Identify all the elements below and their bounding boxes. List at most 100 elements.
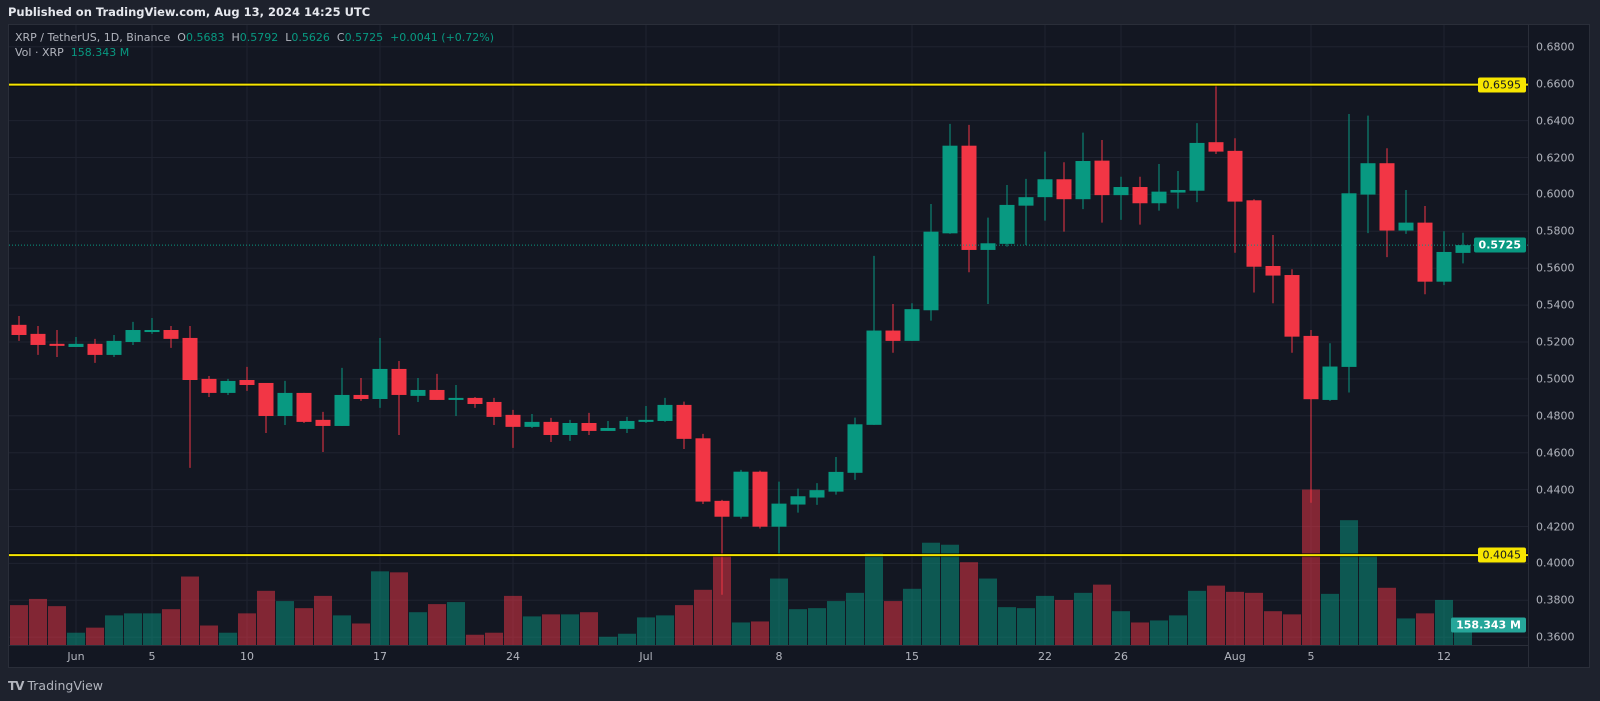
candle-body: [1056, 179, 1072, 200]
time-axis-label: Aug: [1224, 650, 1246, 663]
close-value: 0.5725: [344, 31, 384, 44]
chart-frame: [8, 24, 1590, 668]
volume-bar: [1340, 520, 1358, 645]
volume-bar: [219, 632, 237, 645]
candle-body: [1341, 193, 1357, 367]
candle-body: [239, 380, 255, 385]
published-caption: Published on TradingView.com, Aug 13, 20…: [8, 5, 371, 19]
candle-body: [733, 471, 749, 517]
candle-body: [1170, 189, 1186, 193]
candle: [410, 377, 426, 402]
open-label: O: [177, 31, 186, 44]
candle-body: [1227, 150, 1243, 202]
price-axis-label: 0.5400: [1536, 298, 1575, 312]
candle: [1436, 231, 1452, 286]
candle: [68, 337, 84, 347]
volume-bar: [390, 572, 408, 645]
open-value: 0.5683: [185, 31, 225, 44]
candle: [1265, 234, 1281, 304]
candle: [1189, 123, 1205, 203]
candle: [638, 406, 654, 423]
candle-body: [1284, 275, 1300, 337]
volume-bar: [789, 609, 807, 645]
candle-body: [106, 340, 122, 355]
volume-bar: [979, 578, 997, 645]
horizontal-lines[interactable]: [9, 82, 1528, 558]
candle: [1246, 199, 1262, 293]
volume-bar: [181, 576, 199, 645]
candle-body: [562, 422, 578, 435]
volume-bar: [1036, 595, 1054, 645]
volume-bar: [580, 612, 598, 645]
candle: [1208, 84, 1224, 154]
candle-body: [1075, 161, 1091, 200]
candle: [429, 373, 445, 400]
candle-body: [410, 389, 426, 396]
candle-body: [1151, 191, 1167, 204]
price-axis-label: 0.3800: [1536, 593, 1575, 607]
candle-body: [676, 404, 692, 439]
price-axis-label: 0.6800: [1536, 40, 1575, 54]
volume-bar: [542, 614, 560, 645]
candle-body: [1265, 265, 1281, 276]
candle-body: [752, 471, 768, 527]
candle: [1341, 113, 1357, 393]
candle: [752, 470, 768, 529]
legend-volume-row: Vol · XRP 158.343 M: [15, 45, 494, 60]
candle-body: [1417, 222, 1433, 282]
candle-body: [809, 490, 825, 498]
candle: [334, 367, 350, 426]
volume-bar: [1226, 591, 1244, 645]
price-axis-label: 0.5000: [1536, 372, 1575, 386]
price-axis-label: 0.4200: [1536, 520, 1575, 533]
candle-body: [30, 333, 46, 345]
candle-body: [923, 231, 939, 311]
price-axis-label: 0.3600: [1536, 630, 1575, 644]
candle: [1455, 232, 1471, 264]
time-axis-label: 5: [1307, 650, 1315, 663]
candle-body: [467, 397, 483, 404]
time-axis-label: 22: [1038, 650, 1052, 663]
candle: [828, 456, 844, 495]
price-axis-label: 0.4400: [1536, 483, 1575, 497]
candle: [866, 255, 882, 425]
candle: [695, 433, 711, 504]
volume-bar: [1359, 553, 1377, 645]
volume-bar: [504, 595, 522, 645]
candle-body: [847, 424, 863, 473]
last-price-badge: 0.5725: [1473, 237, 1526, 253]
candle: [1322, 343, 1338, 401]
price-axis-label: 0.4000: [1536, 556, 1575, 570]
volume-label[interactable]: Vol · XRP: [15, 46, 64, 59]
candle-body: [429, 389, 445, 400]
candle: [1113, 176, 1129, 220]
candle-body: [866, 330, 882, 425]
high-value: 0.5792: [239, 31, 279, 44]
candle: [467, 396, 483, 408]
volume-bar: [922, 542, 940, 645]
candle: [1398, 189, 1414, 234]
volume-bar: [751, 621, 769, 645]
candle: [125, 321, 141, 345]
legend-symbol[interactable]: XRP / TetherUS, 1D, Binance: [15, 31, 171, 44]
tradingview-logo[interactable]: TV TradingView: [8, 678, 103, 693]
candle: [1227, 138, 1243, 253]
volume-bar: [1264, 611, 1282, 645]
low-label: L: [285, 31, 292, 44]
volume-bar: [1321, 593, 1339, 645]
candle: [49, 330, 65, 357]
volume-bar: [371, 571, 389, 645]
volume-bar: [1245, 592, 1263, 645]
price-axis-label: 0.6400: [1536, 114, 1575, 128]
candle: [524, 413, 540, 428]
candle: [391, 361, 407, 435]
candle: [315, 411, 331, 452]
candle: [562, 419, 578, 441]
candle-body: [771, 503, 787, 527]
candle-body: [1189, 142, 1205, 191]
candle-body: [296, 392, 312, 422]
candle: [676, 401, 692, 450]
change-value: +0.0041 (+0.72%): [390, 31, 495, 44]
candle-body: [942, 145, 958, 234]
